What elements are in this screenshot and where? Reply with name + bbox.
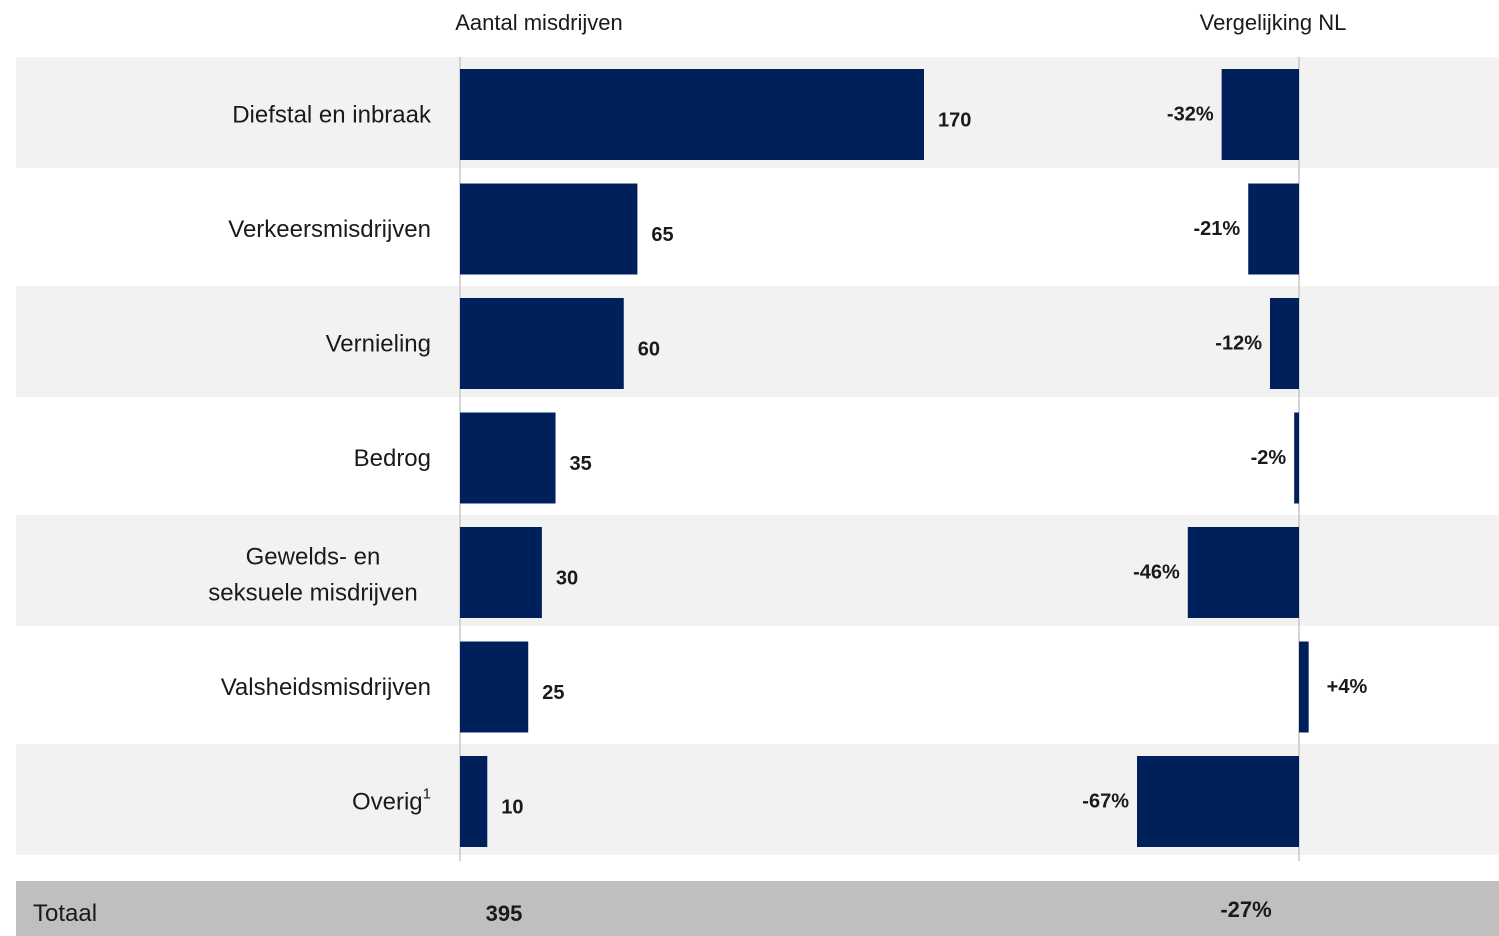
comparison-bar [1137,756,1299,847]
header-aantal-misdrijven: Aantal misdrijven [455,10,623,35]
header-vergelijking-nl: Vergelijking NL [1200,10,1347,35]
comparison-value-label: -46% [1133,562,1180,584]
comparison-bar [1248,183,1299,275]
count-value-label: 35 [570,453,592,475]
comparison-bar [1299,641,1309,733]
count-bar [460,527,542,618]
comparison-value-label: -67% [1082,791,1129,813]
comparison-value-label: +4% [1327,676,1368,698]
count-bars: 170 65 60 35 30 25 10 [460,69,971,847]
total-label: Totaal [33,900,97,927]
count-value-label: 25 [542,682,564,704]
count-bar [460,69,924,160]
count-bar [460,756,488,847]
category-label: Vernieling [326,331,431,358]
count-bar [460,298,624,389]
comparison-value-label: -21% [1194,218,1241,240]
count-value-label: 30 [556,568,578,590]
comparison-bar [1187,527,1299,618]
category-label: Valsheidsmisdrijven [221,674,431,701]
comparison-bar [1269,298,1299,389]
category-label: Overig1 [352,786,431,816]
count-bar [460,183,638,275]
comparison-value-label: -32% [1167,104,1214,126]
comparison-bars: -32% -21% -12% -2% -46% +4% -67% [1082,69,1367,847]
count-value-label: 10 [501,797,523,819]
comparison-value-label: -12% [1215,333,1262,355]
category-label: Bedrog [354,445,431,472]
comparison-bar [1294,412,1299,504]
total-count: 395 [486,901,523,926]
count-value-label: 170 [938,110,971,132]
row-band [16,286,1499,397]
count-value-label: 60 [638,339,660,361]
total-comparison: -27% [1220,897,1271,922]
category-label-line: seksuele misdrijven [208,580,417,607]
category-label-line: Gewelds- en [246,544,381,571]
count-bar [460,641,529,733]
category-label: Verkeersmisdrijven [228,216,431,243]
count-value-label: 65 [651,224,673,246]
category-label: Diefstal en inbraak [232,102,432,129]
comparison-value-label: -2% [1251,447,1287,469]
count-bar [460,412,556,504]
category-labels: Diefstal en inbraak Verkeersmisdrijven Ver… [208,102,432,816]
total-band [16,881,1499,936]
comparison-bar [1221,69,1299,160]
total-row: Totaal 395 -27% [16,881,1499,936]
category-footnote-marker: 1 [423,786,431,803]
